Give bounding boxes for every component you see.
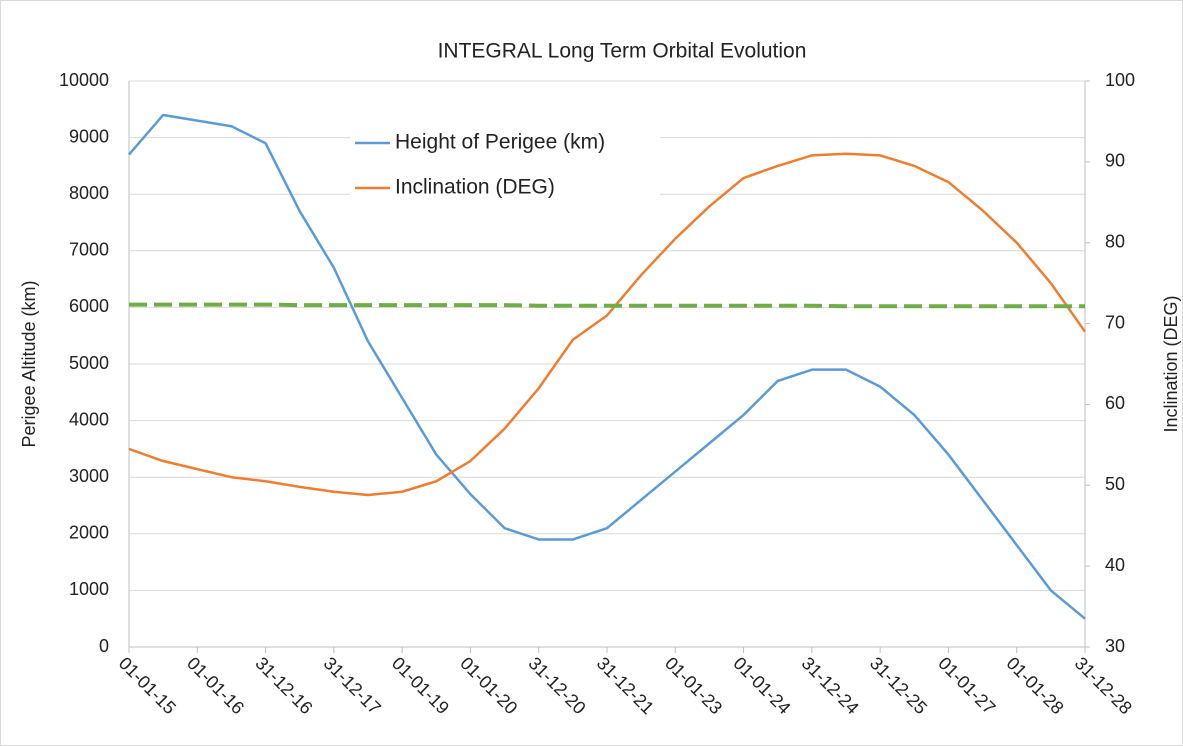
y-tick-label: 9000 — [69, 126, 109, 146]
y2-tick-label: 80 — [1105, 231, 1125, 251]
y-tick-label: 3000 — [69, 466, 109, 486]
chart-title: INTEGRAL Long Term Orbital Evolution — [438, 40, 807, 63]
series-line — [128, 113, 1086, 620]
y2-tick-label: 60 — [1105, 393, 1125, 413]
legend-label: Height of Perigee (km) — [395, 131, 605, 154]
y-axis-label: Perigee Altitude (km) — [19, 280, 39, 447]
y2-tick-label: 40 — [1105, 555, 1125, 575]
legend-background — [350, 168, 660, 208]
y2-tick-label: 30 — [1105, 636, 1125, 656]
y2-tick-label: 90 — [1105, 151, 1125, 171]
y-tick-label: 10000 — [59, 70, 109, 90]
y2-tick-label: 70 — [1105, 312, 1125, 332]
y2-tick-label: 50 — [1105, 474, 1125, 494]
y2-axis-label: Inclination (DEG) — [1161, 295, 1181, 432]
y-tick-label: 5000 — [69, 353, 109, 373]
dashed-line — [129, 302, 1085, 309]
y-tick-label: 1000 — [69, 579, 109, 599]
legend-label: Inclination (DEG) — [395, 176, 555, 199]
y2-tick-label: 100 — [1105, 70, 1135, 90]
legend-background — [350, 123, 660, 163]
y-tick-label: 7000 — [69, 240, 109, 260]
y-tick-label: 2000 — [69, 523, 109, 543]
y-tick-label: 4000 — [69, 409, 109, 429]
y-tick-label: 0 — [99, 636, 109, 656]
y-tick-label: 8000 — [69, 183, 109, 203]
y-tick-label: 6000 — [69, 296, 109, 316]
series-line — [128, 152, 1087, 497]
